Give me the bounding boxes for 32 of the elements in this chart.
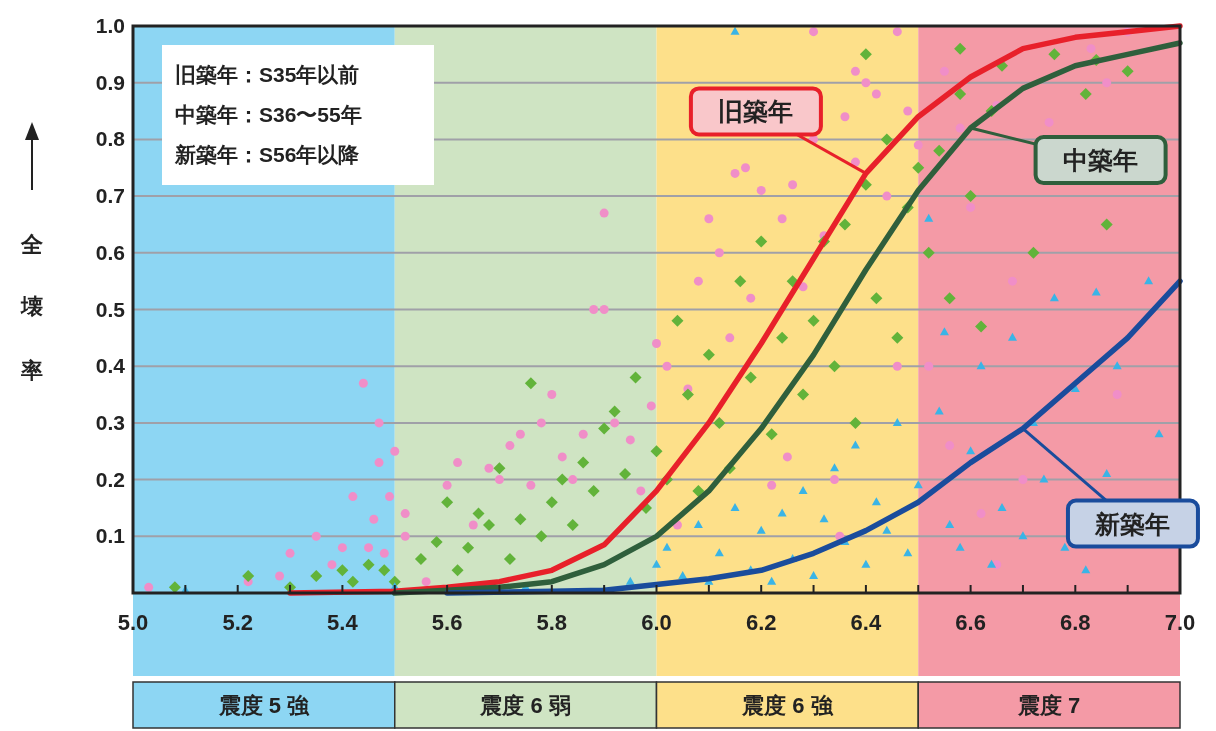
- x-tick-label: 5.2: [222, 610, 253, 635]
- annotation: 旧築年：S35年以前: [175, 63, 360, 86]
- x-tick-label: 6.8: [1060, 610, 1091, 635]
- band-label: 震度 7: [1016, 693, 1081, 718]
- y-tick-label: 0.1: [95, 524, 126, 548]
- annotation: 旧築年: [718, 97, 794, 126]
- y-tick-label: 0.6: [95, 240, 125, 264]
- annotation: 新築年: [1094, 509, 1171, 538]
- x-tick-label: 6.2: [745, 610, 777, 635]
- x-tick-label: 5.8: [536, 610, 568, 635]
- band-label: 震度 6 弱: [479, 693, 571, 718]
- annotation: 中築年：S36〜55年: [175, 103, 362, 126]
- x-tick-label: 6.0: [641, 610, 672, 635]
- x-tick-label: 5.0: [117, 610, 149, 635]
- y-tick-label: 0.7: [95, 184, 125, 208]
- annotation: 新築年：S56年以降: [174, 143, 361, 166]
- y-tick-label: 0.8: [95, 127, 126, 151]
- band-label: 震度 5 強: [217, 693, 311, 718]
- x-tick-label: 7.0: [1164, 610, 1196, 635]
- band-label: 震度 6 強: [741, 693, 834, 718]
- y-tick-label: 0.5: [95, 297, 126, 321]
- x-tick-label: 5.6: [431, 610, 463, 635]
- x-tick-label: 6.6: [955, 610, 986, 635]
- y-tick-label: 1.0: [95, 14, 125, 37]
- x-tick-label: 6.4: [850, 610, 882, 635]
- y-tick-label: 0.9: [95, 70, 125, 94]
- y-axis-title: 全壊率: [19, 215, 45, 401]
- x-tick-label: 5.4: [327, 610, 359, 635]
- annotation: 中築年: [1063, 146, 1139, 175]
- y-tick-label: 0.2: [95, 467, 125, 491]
- y-tick-label: 0.3: [95, 410, 125, 434]
- y-tick-label: 0.4: [95, 354, 126, 378]
